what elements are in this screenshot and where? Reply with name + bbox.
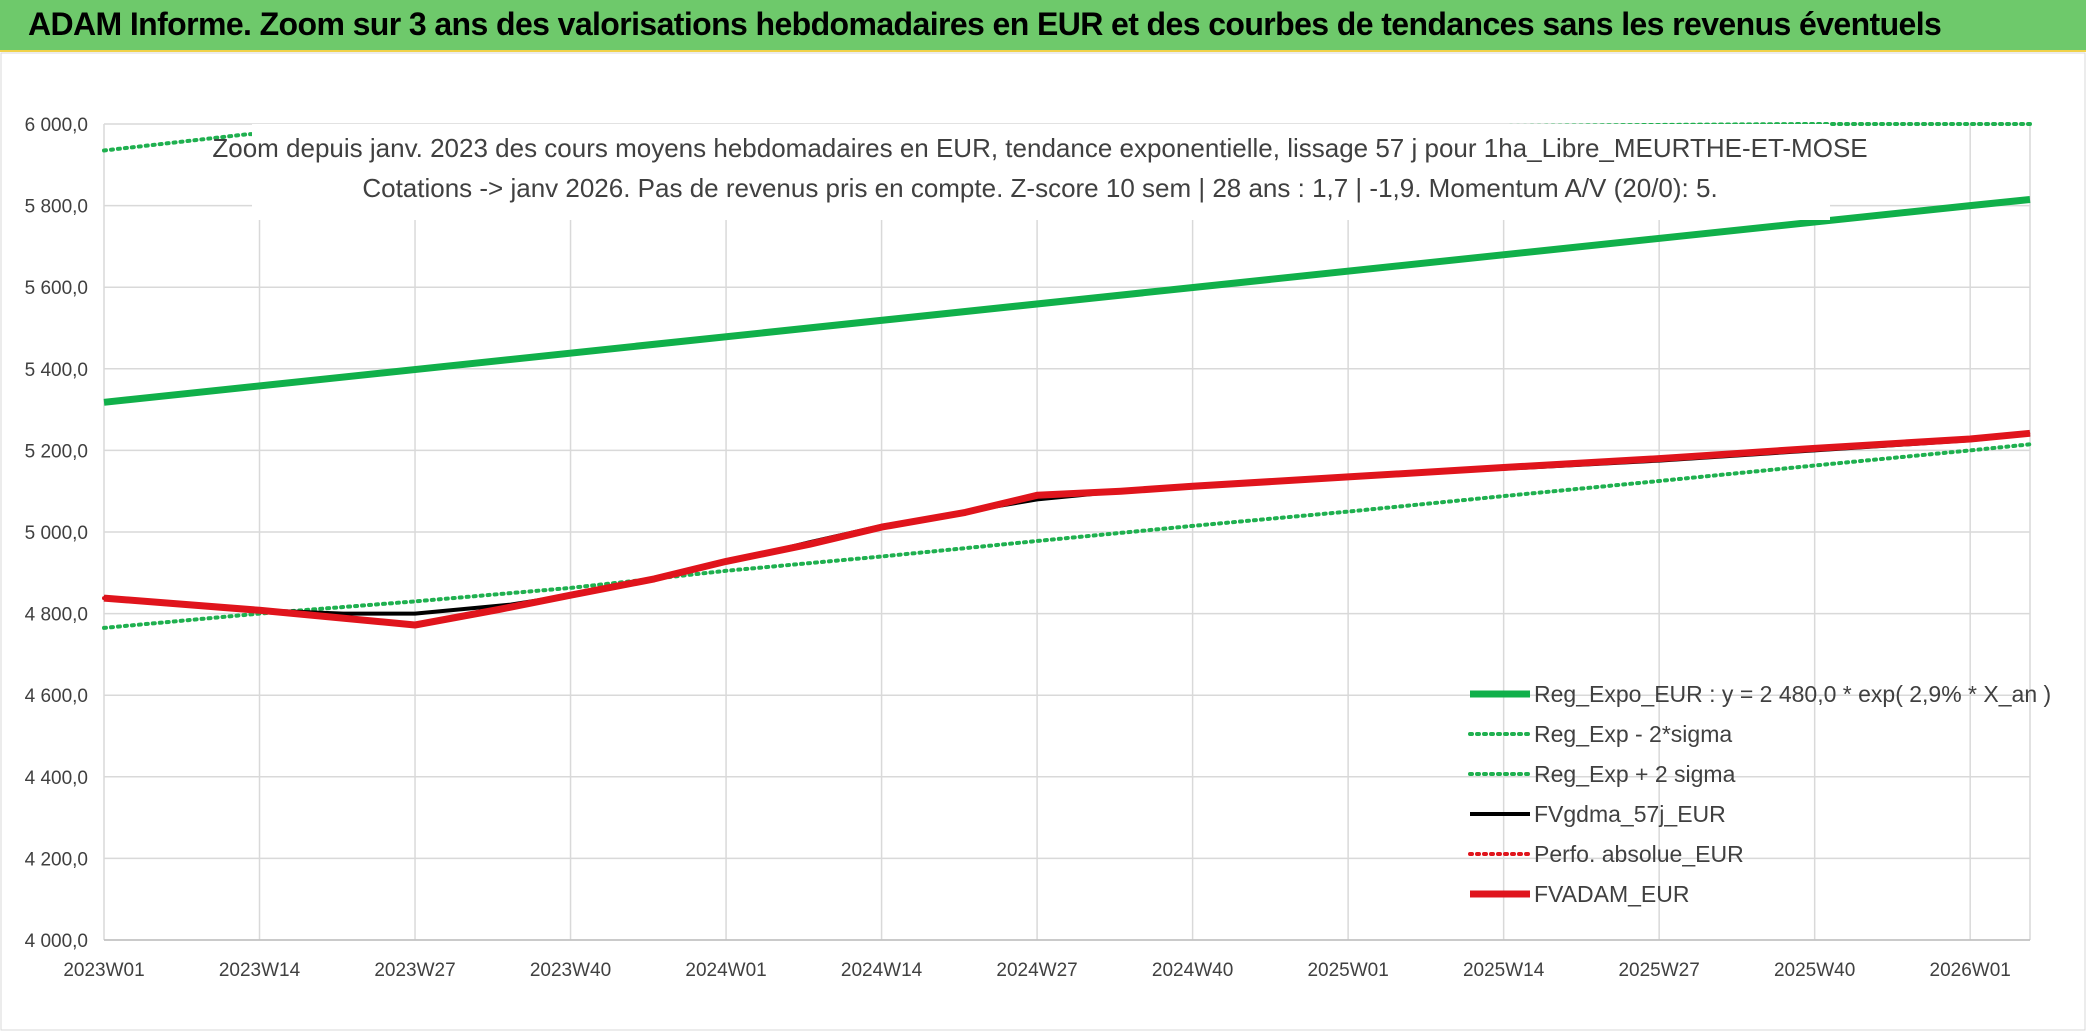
series-line-1 [102,442,2032,630]
x-tick-label: 2025W14 [1463,960,1545,981]
y-tick-label: 6 000,0 [25,115,88,136]
title-background [252,124,1830,220]
x-tick-label: 2025W01 [1307,960,1388,981]
legend-label: Perfo. absolue_EUR [1534,841,1744,867]
legend-label: Reg_Exp - 2*sigma [1534,721,1732,747]
report-title: ADAM Informe. Zoom sur 3 ans des valoris… [28,6,1942,42]
x-tick-label: 2023W01 [63,960,144,981]
legend-label: Reg_Exp + 2 sigma [1534,761,1736,787]
y-tick-label: 5 600,0 [25,278,88,299]
legend-label: FVgdma_57j_EUR [1534,801,1726,827]
y-tick-label: 5 000,0 [25,523,88,544]
y-tick-label: 4 800,0 [25,605,88,626]
y-tick-label: 4 600,0 [25,686,88,707]
y-tick-label: 4 400,0 [25,768,88,789]
x-tick-label: 2024W14 [841,960,923,981]
y-tick-label: 5 200,0 [25,441,88,462]
chart-title-block: Zoom depuis janv. 2023 des cours moyens … [212,124,1868,220]
x-tick-label: 2025W40 [1774,960,1855,981]
legend-label: Reg_Expo_EUR : y = 2 480,0 * exp( 2,9% *… [1534,681,2051,707]
x-tick-label: 2026W01 [1930,960,2011,981]
report-header: ADAM Informe. Zoom sur 3 ans des valoris… [0,0,2086,52]
series-lines [102,122,2032,630]
y-tick-label: 5 400,0 [25,360,88,381]
x-tick-label: 2024W40 [1152,960,1233,981]
x-tick-label: 2023W14 [219,960,301,981]
x-tick-label: 2024W01 [685,960,766,981]
chart-title-line-1: Zoom depuis janv. 2023 des cours moyens … [212,133,1867,163]
x-tick-label: 2024W27 [996,960,1077,981]
y-tick-label: 4 000,0 [25,931,88,952]
x-tick-label: 2023W40 [530,960,611,981]
legend: Reg_Expo_EUR : y = 2 480,0 * exp( 2,9% *… [1468,681,2051,907]
chart-title-line-2: Cotations -> janv 2026. Pas de revenus p… [362,173,1717,203]
x-tick-label: 2025W27 [1618,960,1699,981]
chart-frame: Zoom depuis janv. 2023 des cours moyens … [0,52,2086,1031]
line-chart: Zoom depuis janv. 2023 des cours moyens … [0,52,2086,1031]
series-line-5 [103,429,2031,629]
legend-label: FVADAM_EUR [1534,881,1690,907]
y-tick-label: 4 200,0 [25,849,88,870]
axes: 4 000,0 4 200,0 4 400,0 4 600,0 4 800,0 5 000… [25,115,2030,981]
y-tick-label: 5 800,0 [25,197,88,218]
series-line-0 [103,196,2031,406]
x-tick-label: 2023W27 [374,960,455,981]
